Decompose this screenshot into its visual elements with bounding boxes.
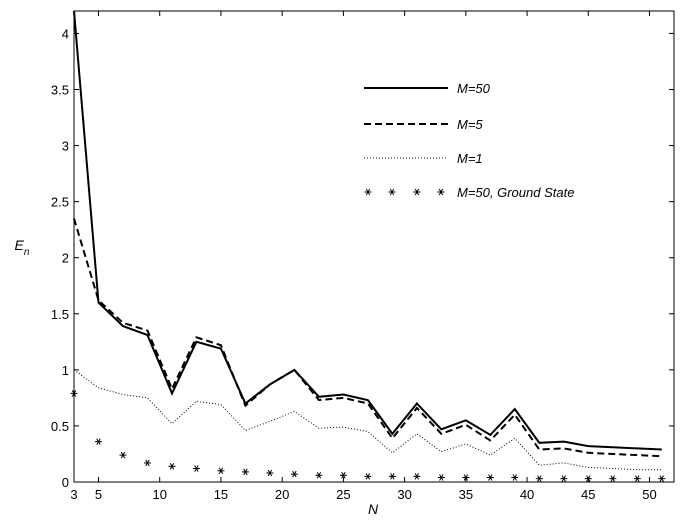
y-tick-label: 4 <box>62 26 69 41</box>
y-tick-label: 1 <box>62 363 69 378</box>
data-point-marker <box>560 475 568 482</box>
data-point-marker <box>633 475 641 482</box>
data-point-marker <box>217 467 225 475</box>
y-axis-label-sub: n <box>24 247 30 258</box>
data-point-marker <box>388 473 396 480</box>
x-tick-label: 30 <box>397 487 411 502</box>
y-tick-label: 3.5 <box>51 83 69 98</box>
data-point-marker <box>290 470 298 478</box>
series-line-0 <box>73 10 662 451</box>
x-tick-label: 3 <box>70 487 77 502</box>
y-axis-label: En <box>15 237 30 258</box>
x-tick-label: 25 <box>336 487 350 502</box>
legend-label: M=1 <box>457 151 483 166</box>
x-axis-label: N <box>368 501 379 517</box>
legend-label: M=50, Ground State <box>457 185 574 200</box>
legend-label: M=5 <box>457 117 483 132</box>
x-tick-label: 15 <box>214 487 228 502</box>
data-point-marker <box>486 474 494 481</box>
data-point-marker <box>584 475 592 482</box>
series-ground-state-markers <box>70 390 666 482</box>
y-tick-label: 2.5 <box>51 195 69 210</box>
legend-marker <box>437 188 445 196</box>
x-tick-label: 20 <box>275 487 289 502</box>
data-point-marker <box>119 451 127 459</box>
data-point-marker <box>609 475 617 482</box>
data-point-marker <box>241 468 249 476</box>
x-tick-label: 10 <box>152 487 166 502</box>
y-tick-label: 1.5 <box>51 307 69 322</box>
y-tick-label: 0.5 <box>51 419 69 434</box>
data-point-marker <box>168 463 176 470</box>
x-tick-label: 50 <box>642 487 656 502</box>
x-tick-label: 45 <box>581 487 595 502</box>
legend-label: M=50 <box>457 81 491 96</box>
legend-marker <box>388 188 396 196</box>
y-tick-label: 0 <box>62 475 69 490</box>
y-tick-label: 2 <box>62 251 69 266</box>
data-point-marker <box>364 473 372 480</box>
data-point-marker <box>462 474 470 481</box>
y-tick-label: 3 <box>62 139 69 154</box>
data-point-marker <box>437 474 445 481</box>
data-point-marker <box>94 438 102 445</box>
data-point-marker <box>339 471 347 479</box>
data-point-marker <box>658 475 666 482</box>
legend-marker <box>413 188 421 196</box>
data-point-marker <box>266 469 274 477</box>
data-point-marker <box>535 475 543 482</box>
data-point-marker <box>315 471 323 479</box>
series-group <box>70 10 666 482</box>
x-tick-label: 35 <box>459 487 473 502</box>
data-point-marker <box>511 474 519 481</box>
y-axis-label-main: E <box>15 237 25 253</box>
legend-marker <box>364 188 372 196</box>
x-tick-label: 5 <box>95 487 102 502</box>
data-point-marker <box>192 465 200 472</box>
data-point-marker <box>413 473 421 480</box>
legend: M=50 M=5 M=1 M=50, Ground State <box>364 81 574 200</box>
data-point-marker <box>143 459 151 467</box>
x-tick-label: 40 <box>520 487 534 502</box>
data-point-marker <box>70 390 78 397</box>
plot-area <box>73 10 675 483</box>
